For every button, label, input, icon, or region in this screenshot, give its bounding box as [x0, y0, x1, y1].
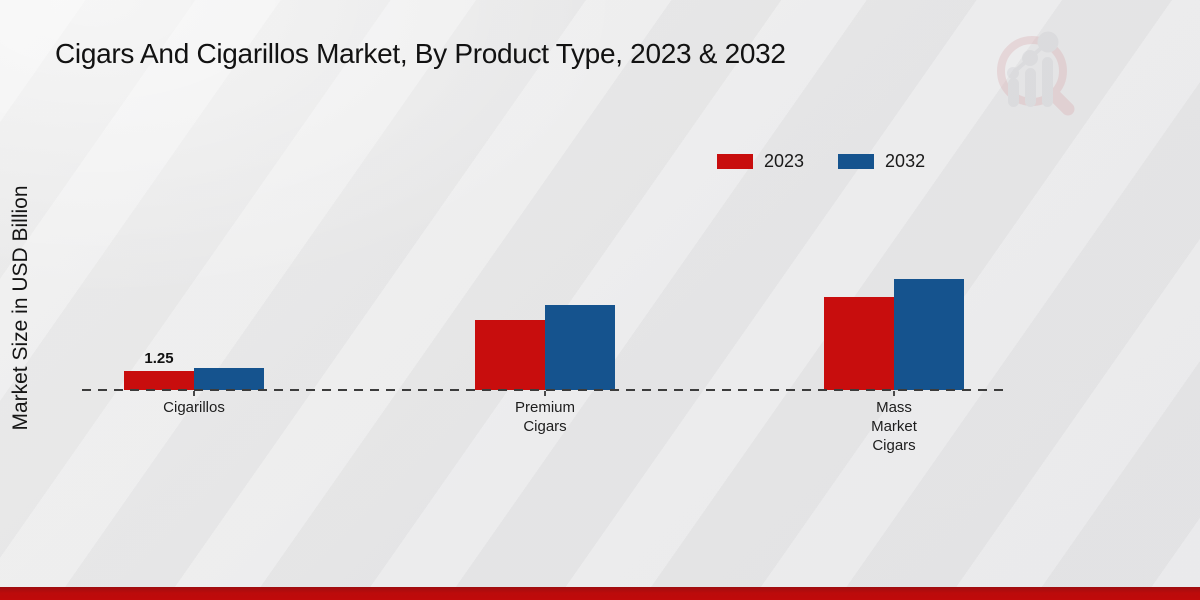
axis-tick — [193, 391, 195, 396]
category-label: Cigarillos — [163, 399, 225, 416]
legend-swatch-2032 — [838, 154, 875, 169]
category-label: Premium Cigars — [514, 399, 576, 435]
legend-swatch-2023 — [717, 154, 753, 169]
category-label: Mass Market Cigars — [871, 399, 917, 454]
legend: 2023 2032 — [717, 151, 925, 172]
bar-2023-mass-market-cigars — [824, 297, 894, 390]
baseline-dashed — [82, 389, 1008, 391]
bottom-red-band — [0, 587, 1200, 600]
legend-label-2032: 2032 — [885, 151, 926, 171]
bar-value-label: 1.25 — [144, 350, 174, 367]
bar-2023-premium-cigars — [475, 320, 545, 390]
chart-title: Cigars And Cigarillos Market, By Product… — [55, 38, 786, 69]
legend-item-2032: 2032 — [838, 151, 925, 172]
legend-label-2023: 2023 — [764, 151, 805, 171]
bar-2023-cigarillos — [124, 371, 194, 390]
legend-item-2023: 2023 — [717, 151, 804, 172]
watermark-logo-magnifier-chart-icon — [997, 31, 1075, 116]
bar-2032-cigarillos — [194, 368, 264, 390]
axis-tick — [893, 391, 895, 396]
axis-tick — [544, 391, 546, 396]
bar-2032-premium-cigars — [545, 305, 615, 390]
bar-2032-mass-market-cigars — [894, 279, 964, 390]
